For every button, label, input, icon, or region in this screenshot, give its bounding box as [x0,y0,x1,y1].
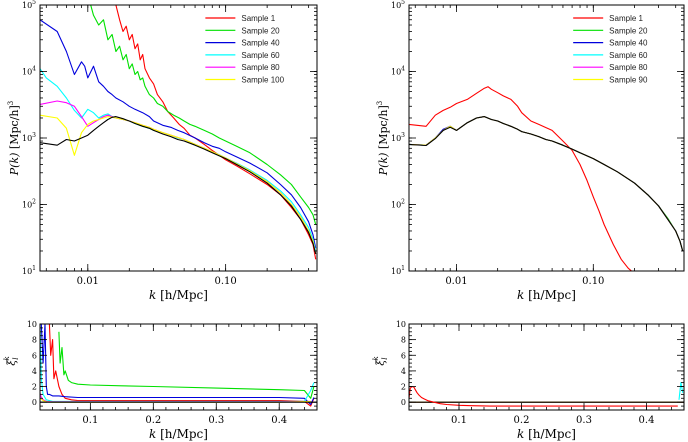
series-line-4 [40,100,317,255]
y-tick-label: 8 [401,336,406,345]
legend-label: Sample 90 [609,76,648,85]
panel-top-right: 0.01 0.10 101 102 103 104 105 k [h/Mpc] P(k) [Mp… [376,0,685,302]
y-tick-label: 103 [22,132,36,143]
y-axis-label: P(k) [Mpc/h]3 [7,101,21,176]
y-tick-label: 2 [32,383,37,392]
panel-bottom-right: 0.1 0.2 0.3 0.4 0 2 4 6 8 10 k [h/Mpc] ξlk [372,320,685,441]
plot-frame [408,323,685,411]
x-axis-label: k [h/Mpc] [149,427,208,441]
y-tick-label: 102 [22,199,36,210]
series-line-0 [409,86,632,271]
legend: Sample 1 Sample 20 Sample 40 Sample 60 Sampl… [573,14,648,85]
x-tick-label: 0.10 [582,276,604,287]
legend: Sample 1 Sample 20 Sample 40 Sample 60 Sampl… [205,14,285,85]
y-tick-label: 10 [27,320,37,329]
y-tick-label: 102 [391,199,405,210]
y-axis-label: ξlk [3,356,20,366]
x-tick-label: 0.2 [145,415,161,426]
y-tick-label: 105 [391,0,405,10]
series-line-6 [40,116,317,255]
x-axis-label: k [h/Mpc] [517,288,576,302]
x-tick-label: 0.1 [451,415,467,426]
y-tick-label: 10 [396,320,406,329]
y-tick-label: 6 [32,351,37,360]
y-tick-label: 104 [22,66,36,77]
series-line-5 [409,116,684,252]
y-tick-label: 105 [22,0,36,10]
legend-label: Sample 80 [609,63,648,72]
series-line-2 [409,116,684,252]
y-tick-label: 103 [391,132,405,143]
y-tick-label: 4 [401,367,406,376]
series-line-6 [409,116,684,252]
legend-label: Sample 1 [609,14,643,23]
legend-label: Sample 1 [241,14,275,23]
series-line-3 [40,68,317,252]
x-tick-label: 0.3 [208,415,224,426]
x-axis-label: k [h/Mpc] [517,427,576,441]
legend-label: Sample 40 [609,39,648,48]
x-tick-label: 0.4 [639,415,655,426]
series-group [40,5,317,260]
x-tick-label: 0.01 [445,276,467,287]
y-tick-label: 8 [32,336,37,345]
x-axis-label: k [h/Mpc] [149,288,208,302]
y-tick-label: 101 [391,265,405,276]
series-line-1 [90,5,317,225]
legend-label: Sample 20 [609,26,648,35]
series-line-0 [48,324,315,407]
x-tick-label: 0.1 [82,415,98,426]
x-tick-label: 0.4 [271,415,287,426]
x-tick-label: 0.10 [215,276,237,287]
x-tick-label: 0.2 [514,415,530,426]
y-tick-label: 101 [22,265,36,276]
y-tick-label: 0 [401,398,406,407]
legend-label: Sample 60 [609,51,648,60]
legend-label: Sample 20 [241,26,280,35]
series-line-1 [409,116,684,252]
series-line-2 [40,19,317,249]
legend-label: Sample 40 [241,39,280,48]
series-group [409,86,684,271]
series-line-2 [40,324,315,406]
y-tick-label: 104 [391,66,405,77]
series-group [409,382,684,407]
legend-label: Sample 100 [241,76,284,85]
panel-top-left: 0.01 0.10 101 102 103 104 105 k [h/Mpc] P(k) [Mp… [7,0,318,302]
series-line-1 [58,331,315,399]
y-tick-label: 4 [32,367,37,376]
series-line-4 [409,116,684,252]
panel-bottom-left: 0.1 0.2 0.3 0.4 0 2 4 6 8 10 k [h/Mpc] ξlk [3,320,318,441]
x-tick-label: 0.01 [77,276,99,287]
legend-label: Sample 60 [241,51,280,60]
series-line-5 [678,382,684,400]
y-tick-label: 0 [32,398,37,407]
series-line-5 [40,114,317,255]
series-line-3 [409,116,684,252]
y-axis-label: ξlk [372,356,389,366]
series-line-6 [409,385,678,407]
y-axis-label: P(k) [Mpc/h]3 [376,101,390,176]
x-tick-label: 0.3 [576,415,592,426]
series-group [40,324,317,407]
y-tick-label: 6 [401,351,406,360]
y-tick-label: 2 [401,383,406,392]
legend-label: Sample 80 [241,63,280,72]
